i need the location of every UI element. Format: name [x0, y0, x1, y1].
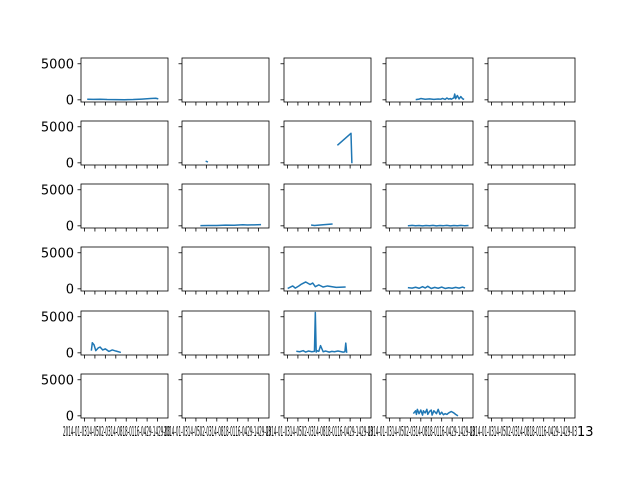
subplot-r2-c4 [484, 183, 576, 232]
axes-frame [385, 120, 474, 166]
series-line [296, 311, 348, 353]
x-tick-labels: 2014-01-0314-0502-0314-0818-0116-0429-14… [266, 425, 373, 440]
axes-frame [487, 183, 576, 229]
axes-frame [181, 246, 270, 292]
axes-frame [283, 246, 372, 292]
x-tick-labels: 2014-01-0314-0502-0314-0818-0116-0429-14… [368, 425, 475, 440]
x-tick-labels: 2014-01-0314-0502-0314-0818-0116-0429-14… [164, 425, 271, 440]
y-tick-label: 0 [66, 282, 74, 297]
subplot-r3-c4 [484, 246, 576, 295]
subplot-r1-c2 [280, 120, 372, 169]
subplot-r0-c1 [178, 57, 270, 106]
subplot-r0-c4 [484, 57, 576, 106]
subplot-r4-c0: 0 5000 [41, 310, 169, 361]
series-line [287, 281, 346, 290]
axes-frame [181, 373, 270, 419]
subplot-r4-c3 [382, 310, 474, 359]
subplot-r3-c1 [178, 246, 270, 295]
axes-frame [283, 120, 372, 166]
subplot-r2-c0: 0 5000 [41, 183, 169, 234]
axes-frame [283, 57, 372, 103]
axes-frame [487, 373, 576, 419]
x-tick-labels: 2014-01-0314-0502-0314-0818-0116-0429-14… [470, 425, 577, 440]
subplot-r4-c4 [484, 310, 576, 359]
axes-frame [80, 120, 169, 166]
subplot-r1-c0: 0 5000 [41, 120, 169, 171]
series-line [336, 132, 353, 164]
subplot-r3-c2 [280, 246, 372, 295]
subplot-r5-c4: 2014-01-0314-0502-0314-0818-0116-0429-14… [470, 373, 594, 440]
subplot-r4-c1 [178, 310, 270, 359]
x-tick-labels: 2014-01-0314-0502-0314-0818-0116-0429-14… [63, 425, 170, 440]
axes-frame [181, 310, 270, 356]
axes-frame [487, 120, 576, 166]
subplot-r3-c0: 0 5000 [41, 246, 169, 297]
series-line [412, 408, 459, 417]
axes-frame [385, 310, 474, 356]
axes-frame [385, 183, 474, 229]
subplot-r2-c2 [280, 183, 372, 232]
series-line [200, 223, 262, 227]
axes-frame [487, 310, 576, 356]
subplot-r1-c1 [178, 120, 270, 169]
y-tick-label: 5000 [41, 183, 74, 198]
axes-frame [385, 246, 474, 292]
axes-frame [283, 183, 372, 229]
y-tick-label: 5000 [41, 57, 74, 72]
subplot-r0-c3 [382, 57, 474, 106]
subplot-r4-c2 [280, 310, 372, 359]
subplot-r0-c0: 0 5000 [41, 57, 169, 108]
x-tick-label-tail: 13 [577, 425, 594, 440]
subplot-r5-c2: 2014-01-0314-0502-0314-0818-0116-0429-14… [266, 373, 373, 440]
axes-frame [487, 246, 576, 292]
series-line [310, 223, 333, 227]
subplot-r5-c3: 2014-01-0314-0502-0314-0818-0116-0429-14… [368, 373, 475, 440]
axes-frame [80, 310, 169, 356]
axes-frame [487, 57, 576, 103]
y-tick-label: 5000 [41, 310, 74, 325]
axes-frame [283, 373, 372, 419]
subplot-r1-c4 [484, 120, 576, 169]
series-line [407, 224, 469, 227]
y-tick-label: 0 [66, 93, 74, 108]
axes-frame [385, 57, 474, 103]
axes-frame [80, 57, 169, 103]
subplot-r2-c1 [178, 183, 270, 232]
y-tick-label: 0 [66, 409, 74, 424]
axes-frame [181, 120, 270, 166]
y-tick-label: 0 [66, 346, 74, 361]
axes-frame [181, 57, 270, 103]
series-line [415, 93, 465, 101]
y-tick-label: 5000 [41, 373, 74, 388]
series-line [87, 97, 159, 101]
subplot-r5-c1: 2014-01-0314-0502-0314-0818-0116-0429-14… [164, 373, 271, 440]
series-line [90, 341, 122, 354]
subplot-r5-c0: 0 5000 2014-01-0314-0502-0314-0818-0116-04… [41, 373, 170, 440]
axes-frame [80, 373, 169, 419]
y-tick-label: 0 [66, 219, 74, 234]
subplot-r0-c2 [280, 57, 372, 106]
axes-frame [385, 373, 474, 419]
axes-frame [283, 310, 372, 356]
y-tick-label: 0 [66, 156, 74, 171]
subplot-r1-c3 [382, 120, 474, 169]
axes-frame [181, 183, 270, 229]
axes-frame [80, 246, 169, 292]
y-tick-label: 5000 [41, 246, 74, 261]
subplot-r2-c3 [382, 183, 474, 232]
subplot-r3-c3 [382, 246, 474, 295]
y-tick-label: 5000 [41, 120, 74, 135]
axes-frame [80, 183, 169, 229]
series-line [407, 285, 466, 290]
subplot-grid: 0 5000 0 5000 0 5000 0 5000 0 5000 0 5000 2014-01-03… [41, 57, 594, 440]
